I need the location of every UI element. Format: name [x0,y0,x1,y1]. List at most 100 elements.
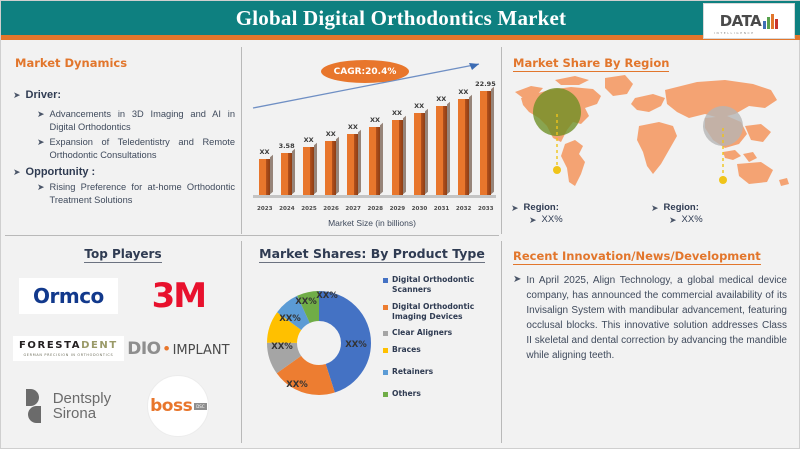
slice-label-imaging: XX% [286,380,308,390]
arrow-icon: ➤ [37,109,45,120]
market-dynamics-panel: Market Dynamics ➤ Driver: ➤ Advancements… [5,44,241,234]
product-type-chart-panel: Market Shares: By Product Type XX% XX% X… [243,237,501,446]
bar-shape [259,159,270,196]
bar-shape [281,153,293,196]
legend-item: Digital Orthodontic Imaging Devices [383,302,499,322]
bar-item: 22.95 [475,80,496,196]
market-size-chart-panel: CAGR:20.4% XX 3.58 XX XX [243,44,501,234]
donut-chart-svg: XX% XX% XX% XX% XX% XX% [267,291,371,395]
list-item: ➤ Rising Preference for at-home Orthodon… [37,182,235,206]
legend-swatch [383,304,388,310]
legend-item: Digital Orthodontic Scanners [383,275,499,295]
driver-heading: ➤ Driver: [13,89,62,101]
world-map-svg [515,75,789,186]
region-block-1: ➤ Region: ➤ XX% [511,202,651,226]
cagr-badge: CAGR:20.4% [321,60,409,83]
page-title: Global Digital Orthodontics Market [235,6,567,30]
slice-aligners [267,291,371,395]
region-marker-asia [703,106,743,146]
bar-item: XX [434,88,449,196]
bar-shape [479,91,491,196]
bar-series: XX 3.58 XX XX XX [257,80,496,196]
page-header: Global Digital Orthodontics Market [1,1,800,35]
slice-label-others: XX% [316,291,338,301]
bar-item: 3.58 [279,88,295,196]
arrow-icon: ➤ [513,274,522,285]
growth-arrow-icon [252,63,480,109]
legend-swatch [383,392,388,398]
arrow-icon: ➤ [13,90,21,100]
region-name-row: ➤ Region: [511,201,559,213]
bar-chart-icon [763,13,779,29]
legend-item: Others [383,389,499,399]
product-type-title: Market Shares: By Product Type [259,246,485,263]
bar-shape [391,120,403,196]
region-name-row: ➤ Region: [651,201,699,213]
recent-innovation-title: Recent Innovation/News/Development [513,249,761,265]
donut-chart: XX% XX% XX% XX% XX% XX% Digital Orthodon… [243,263,501,443]
slice-label-aligners: XX% [271,342,293,352]
legend-item: Retainers [383,367,499,377]
arrow-icon: ➤ [669,214,677,225]
region-stats: ➤ Region: ➤ XX% ➤ Region: ➤ XX% [511,202,791,226]
bar-item: XX [456,88,471,196]
region-value-row: ➤ XX% [529,213,563,225]
logo-wordmark: DATA [719,11,762,30]
top-players-panel: Top Players Ormco 3M FORESTADENT GERMAN … [5,237,241,446]
divider-vertical-left-bottom [241,241,242,443]
player-logo-grid: Ormco 3M FORESTADENT GERMAN PRECISION IN… [13,269,233,437]
market-dynamics-title: Market Dynamics [15,56,128,70]
bar-item: XX [412,88,427,196]
x-axis-label: Market Size (in billions) [328,218,416,228]
slice-others [267,291,371,395]
logo-tagline: INTELLIGENCE [714,31,755,35]
bar-item: XX [301,88,316,196]
legend-swatch [383,331,388,337]
player-logo-dentsply-sirona: Dentsply Sirona [25,389,111,423]
region-title: Market Share By Region [513,56,670,72]
slice-label-retainers: XX% [295,297,317,307]
legend-item: Braces [383,345,499,355]
bar-shape [413,113,425,196]
axis-baseline [253,195,496,198]
player-logo-dio-implant: DIO • IMPLANT [127,338,230,359]
dot-icon: • [163,338,170,358]
bar-shape [303,147,315,196]
donut-legend: Digital Orthodontic Scanners Digital Ort… [383,275,499,406]
opportunity-heading: ➤ Opportunity : [13,166,96,179]
bar-item: XX [345,88,360,196]
world-map [509,70,791,188]
slice-label-braces: XX% [279,314,301,324]
x-axis-tick-labels: 2023 2024 2025 2026 2027 2028 2029 2030 … [257,206,494,212]
bar-item: XX [257,88,272,196]
bar-shape [435,106,447,196]
recent-innovation-panel: Recent Innovation/News/Development ➤ In … [503,237,797,446]
top-players-title: Top Players [84,247,162,263]
brand-logo: DATA INTELLIGENCE [703,3,795,39]
list-item: ➤ In April 2025, Align Technology, a glo… [513,274,787,361]
slice-imaging [267,291,371,395]
recent-innovation-body: ➤ In April 2025, Align Technology, a glo… [513,273,787,363]
arrow-icon: ➤ [37,182,45,193]
bar-shape [369,127,381,196]
player-logo-ormco: Ormco [18,277,118,314]
bar-shape [325,141,337,196]
player-logo-3m: 3M [151,275,207,316]
list-item: ➤ Expansion of Teledentistry and Remote … [37,137,235,160]
legend-item: Clear Aligners [383,328,499,338]
list-item: ➤ Advancements in 3D Imaging and AI in D… [37,109,235,132]
arrow-icon: ➤ [529,214,537,225]
slice-label-scanners: XX% [345,340,367,350]
bar-chart: CAGR:20.4% XX 3.58 XX XX [243,44,501,234]
arrow-icon: ➤ [651,202,659,213]
bar-item: XX [323,88,338,196]
legend-swatch [383,348,388,354]
bar-shape [457,99,469,196]
bar-shape [347,134,359,196]
arrow-icon: ➤ [37,137,45,148]
region-marker-americas [533,88,581,136]
region-block-2: ➤ Region: ➤ XX% [651,202,791,226]
divider-horizontal-left [5,235,499,236]
divider-vertical-right-bottom [501,241,502,443]
